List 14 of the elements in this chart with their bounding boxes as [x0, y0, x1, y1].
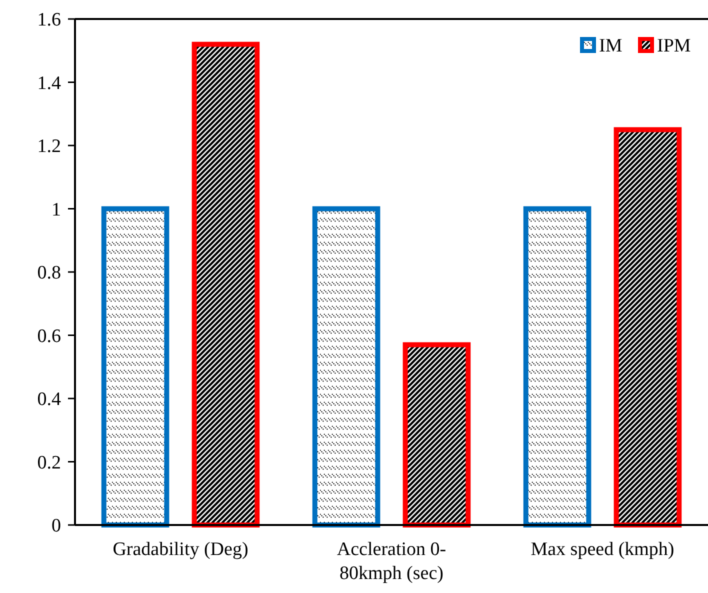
y-tick-label: 1.2 — [37, 136, 61, 158]
y-tick-label: 0 — [52, 516, 61, 537]
legend-label: IPM — [657, 36, 691, 57]
y-tick-label: 0.2 — [37, 452, 61, 474]
y-tick-label: 1.4 — [37, 72, 62, 94]
y-tick-label: 0.6 — [37, 326, 61, 347]
x-tick-label: Max speed (kmph) — [530, 539, 674, 560]
y-tick-label: 1 — [52, 199, 61, 220]
legend-label: IM — [599, 36, 622, 57]
y-tick-label: 0.8 — [37, 262, 61, 284]
y-tick-label: 1.6 — [37, 10, 61, 31]
x-tick-label: Accleration 0-80kmph (sec) — [336, 539, 446, 584]
y-tick-label: 0.4 — [37, 389, 62, 410]
x-tick-label: Gradability (Deg) — [112, 539, 248, 560]
